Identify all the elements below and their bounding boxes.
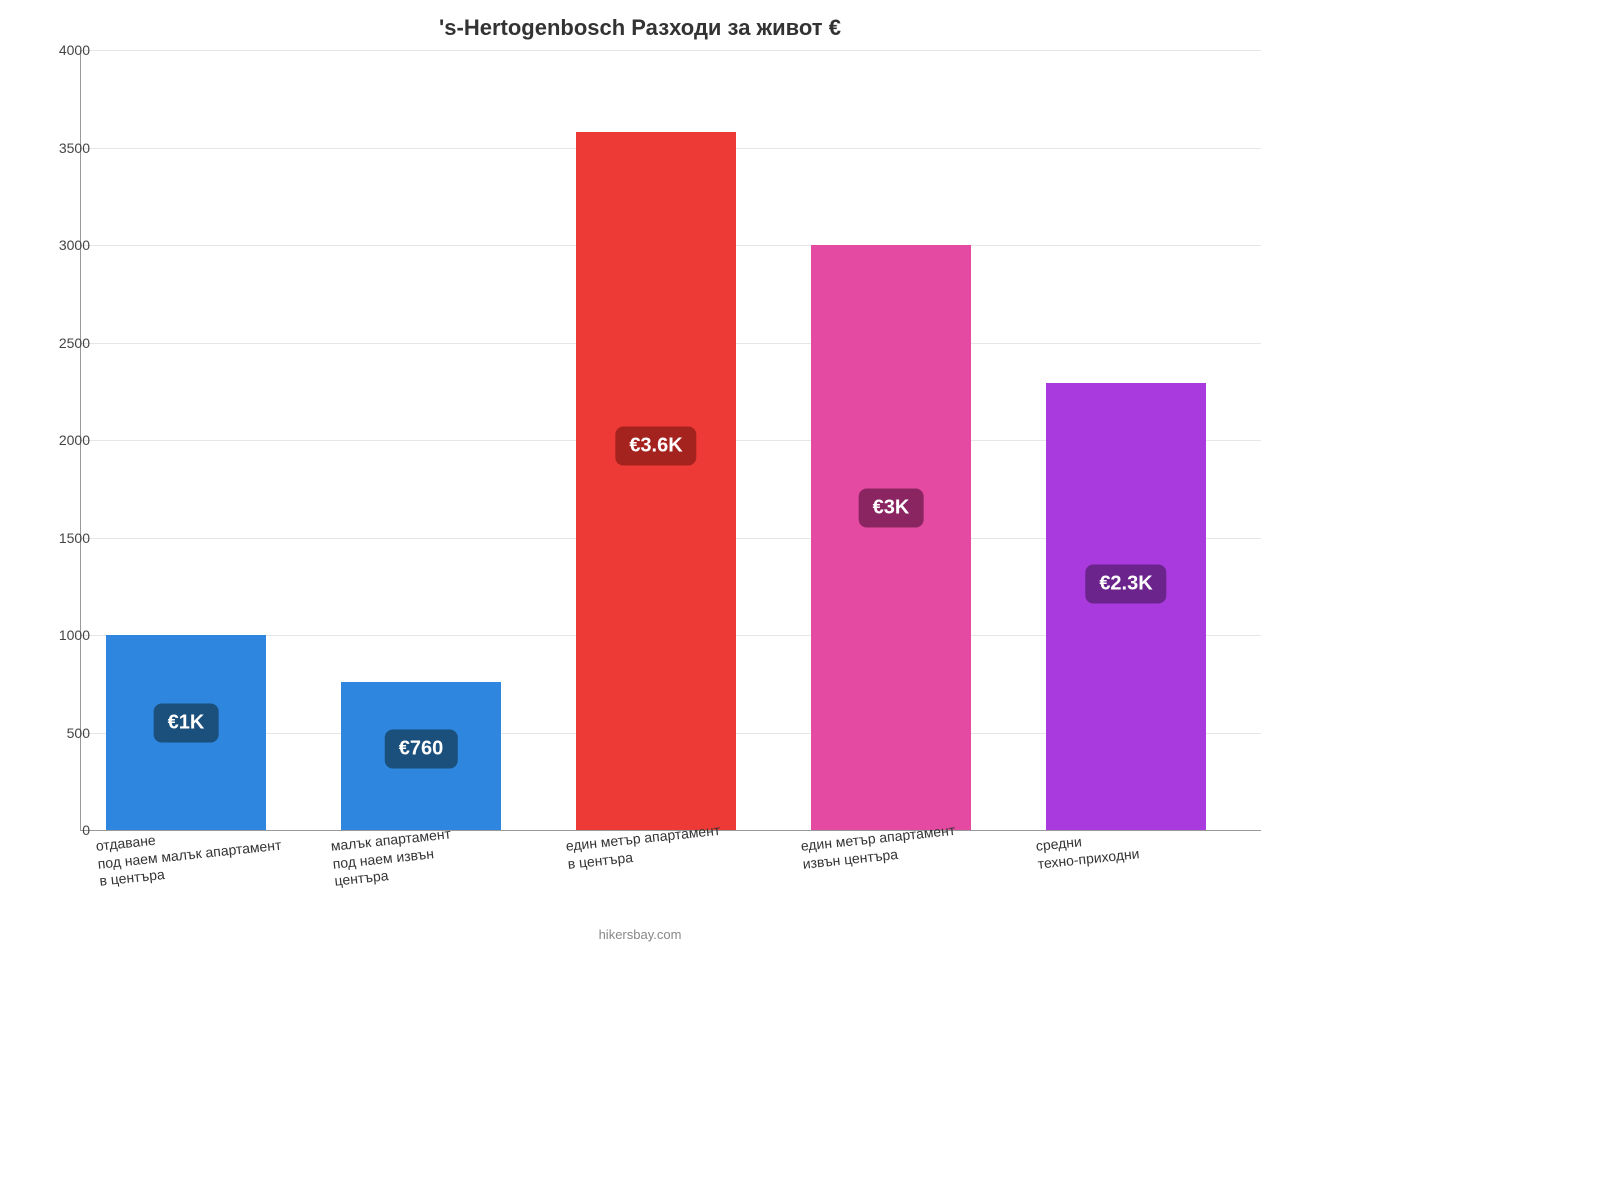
xtick-label: малък апартамент под наем извън центъра (330, 825, 455, 890)
value-badge: €3.6K (615, 427, 696, 466)
value-badge: €760 (385, 729, 458, 768)
bar: €3K (811, 245, 971, 830)
ytick-label: 2500 (30, 335, 90, 351)
ytick-label: 500 (30, 725, 90, 741)
ytick-label: 3500 (30, 140, 90, 156)
bar: €2.3K (1046, 383, 1206, 830)
chart-container: 's-Hertogenbosch Разходи за живот € €1K€… (0, 0, 1280, 960)
ytick-label: 4000 (30, 42, 90, 58)
ytick-label: 2000 (30, 432, 90, 448)
bar: €1K (106, 635, 266, 830)
ytick-label: 3000 (30, 237, 90, 253)
ytick-label: 0 (30, 822, 90, 838)
ytick-label: 1000 (30, 627, 90, 643)
bar: €3.6K (576, 132, 736, 830)
chart-title: 's-Hertogenbosch Разходи за живот € (0, 15, 1280, 41)
value-badge: €2.3K (1085, 565, 1166, 604)
gridline (81, 50, 1261, 51)
xtick-label: средни техно-приходни (1035, 827, 1140, 872)
chart-footer: hikersbay.com (0, 927, 1280, 942)
bar: €760 (341, 682, 501, 830)
plot-area: €1K €760 €3.6K €3K €2.3K (80, 50, 1261, 831)
ytick-label: 1500 (30, 530, 90, 546)
value-badge: €3K (859, 489, 924, 528)
value-badge: €1K (154, 703, 219, 742)
